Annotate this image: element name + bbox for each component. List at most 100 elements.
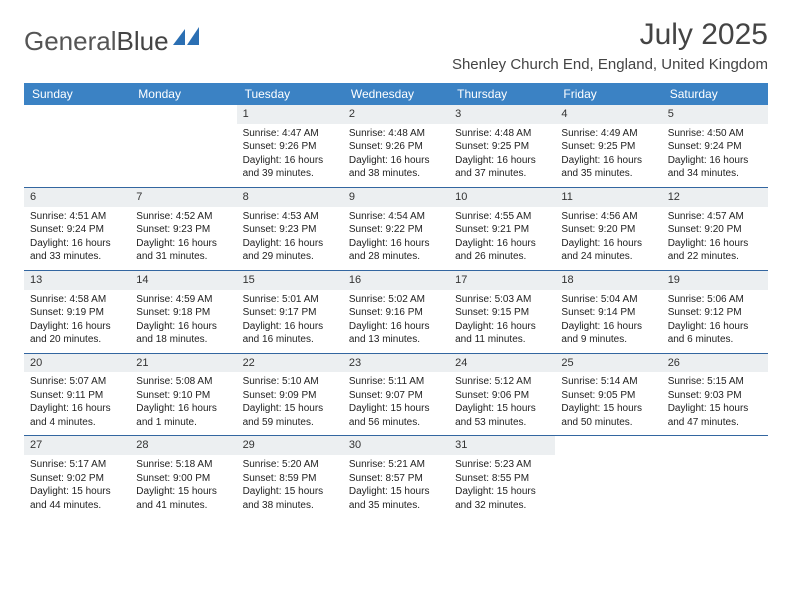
day-body [555, 440, 661, 449]
sunset-text: Sunset: 9:06 PM [455, 389, 549, 403]
daylight-text: Daylight: 15 hours and 41 minutes. [136, 485, 230, 512]
day-body: Sunrise: 4:47 AMSunset: 9:26 PMDaylight:… [237, 124, 343, 187]
calendar-day-cell: 27Sunrise: 5:17 AMSunset: 9:02 PMDayligh… [24, 436, 130, 518]
brand-sail-icon [173, 27, 199, 45]
daylight-text: Daylight: 16 hours and 11 minutes. [455, 320, 549, 347]
day-number: 29 [237, 436, 343, 455]
sunrise-text: Sunrise: 5:23 AM [455, 458, 549, 472]
title-block: July 2025 Shenley Church End, England, U… [452, 18, 768, 73]
calendar-day-cell: 11Sunrise: 4:56 AMSunset: 9:20 PMDayligh… [555, 188, 661, 270]
sunset-text: Sunset: 9:22 PM [349, 223, 443, 237]
sunset-text: Sunset: 9:18 PM [136, 306, 230, 320]
day-body: Sunrise: 5:21 AMSunset: 8:57 PMDaylight:… [343, 455, 449, 518]
day-body: Sunrise: 5:15 AMSunset: 9:03 PMDaylight:… [662, 372, 768, 435]
sunset-text: Sunset: 9:16 PM [349, 306, 443, 320]
calendar-day-cell: 17Sunrise: 5:03 AMSunset: 9:15 PMDayligh… [449, 271, 555, 353]
sunrise-text: Sunrise: 5:07 AM [30, 375, 124, 389]
daylight-text: Daylight: 16 hours and 4 minutes. [30, 402, 124, 429]
day-body [24, 109, 130, 118]
sunrise-text: Sunrise: 4:54 AM [349, 210, 443, 224]
calendar-day-cell [24, 105, 130, 187]
daylight-text: Daylight: 16 hours and 24 minutes. [561, 237, 655, 264]
calendar-day-cell: 30Sunrise: 5:21 AMSunset: 8:57 PMDayligh… [343, 436, 449, 518]
day-number: 6 [24, 188, 130, 207]
weekday-header: Tuesday [237, 83, 343, 105]
sunset-text: Sunset: 9:24 PM [30, 223, 124, 237]
sunset-text: Sunset: 9:09 PM [243, 389, 337, 403]
calendar-day-cell: 23Sunrise: 5:11 AMSunset: 9:07 PMDayligh… [343, 354, 449, 436]
sunrise-text: Sunrise: 4:48 AM [349, 127, 443, 141]
daylight-text: Daylight: 16 hours and 16 minutes. [243, 320, 337, 347]
daylight-text: Daylight: 16 hours and 26 minutes. [455, 237, 549, 264]
day-body: Sunrise: 5:02 AMSunset: 9:16 PMDaylight:… [343, 290, 449, 353]
calendar-day-cell: 26Sunrise: 5:15 AMSunset: 9:03 PMDayligh… [662, 354, 768, 436]
sunset-text: Sunset: 9:21 PM [455, 223, 549, 237]
sunrise-text: Sunrise: 4:52 AM [136, 210, 230, 224]
sunset-text: Sunset: 9:07 PM [349, 389, 443, 403]
day-number: 23 [343, 354, 449, 373]
day-body: Sunrise: 4:49 AMSunset: 9:25 PMDaylight:… [555, 124, 661, 187]
day-body [130, 109, 236, 118]
weekday-header: Wednesday [343, 83, 449, 105]
sunset-text: Sunset: 9:20 PM [668, 223, 762, 237]
day-number: 21 [130, 354, 236, 373]
day-body: Sunrise: 4:50 AMSunset: 9:24 PMDaylight:… [662, 124, 768, 187]
day-number: 11 [555, 188, 661, 207]
daylight-text: Daylight: 16 hours and 20 minutes. [30, 320, 124, 347]
calendar-day-cell: 4Sunrise: 4:49 AMSunset: 9:25 PMDaylight… [555, 105, 661, 187]
day-number: 27 [24, 436, 130, 455]
sunrise-text: Sunrise: 5:06 AM [668, 293, 762, 307]
calendar-week-row: 1Sunrise: 4:47 AMSunset: 9:26 PMDaylight… [24, 105, 768, 187]
day-number: 3 [449, 105, 555, 124]
sunrise-text: Sunrise: 4:50 AM [668, 127, 762, 141]
location-subtitle: Shenley Church End, England, United King… [452, 56, 768, 73]
daylight-text: Daylight: 16 hours and 9 minutes. [561, 320, 655, 347]
day-number: 22 [237, 354, 343, 373]
sunrise-text: Sunrise: 4:49 AM [561, 127, 655, 141]
day-body: Sunrise: 5:14 AMSunset: 9:05 PMDaylight:… [555, 372, 661, 435]
calendar-day-cell: 5Sunrise: 4:50 AMSunset: 9:24 PMDaylight… [662, 105, 768, 187]
sunset-text: Sunset: 9:17 PM [243, 306, 337, 320]
daylight-text: Daylight: 16 hours and 13 minutes. [349, 320, 443, 347]
day-number: 26 [662, 354, 768, 373]
calendar-day-cell: 16Sunrise: 5:02 AMSunset: 9:16 PMDayligh… [343, 271, 449, 353]
day-body [662, 440, 768, 449]
day-number: 28 [130, 436, 236, 455]
calendar-day-cell: 3Sunrise: 4:48 AMSunset: 9:25 PMDaylight… [449, 105, 555, 187]
sunrise-text: Sunrise: 5:08 AM [136, 375, 230, 389]
daylight-text: Daylight: 15 hours and 56 minutes. [349, 402, 443, 429]
calendar-day-cell: 29Sunrise: 5:20 AMSunset: 8:59 PMDayligh… [237, 436, 343, 518]
day-number: 19 [662, 271, 768, 290]
calendar-day-cell: 24Sunrise: 5:12 AMSunset: 9:06 PMDayligh… [449, 354, 555, 436]
daylight-text: Daylight: 15 hours and 50 minutes. [561, 402, 655, 429]
sunset-text: Sunset: 9:23 PM [136, 223, 230, 237]
calendar-day-cell: 8Sunrise: 4:53 AMSunset: 9:23 PMDaylight… [237, 188, 343, 270]
day-number: 1 [237, 105, 343, 124]
day-body: Sunrise: 5:07 AMSunset: 9:11 PMDaylight:… [24, 372, 130, 435]
day-number: 13 [24, 271, 130, 290]
day-number: 12 [662, 188, 768, 207]
daylight-text: Daylight: 16 hours and 6 minutes. [668, 320, 762, 347]
day-body: Sunrise: 4:55 AMSunset: 9:21 PMDaylight:… [449, 207, 555, 270]
sunrise-text: Sunrise: 5:01 AM [243, 293, 337, 307]
calendar-day-cell: 22Sunrise: 5:10 AMSunset: 9:09 PMDayligh… [237, 354, 343, 436]
day-body: Sunrise: 4:57 AMSunset: 9:20 PMDaylight:… [662, 207, 768, 270]
day-number: 20 [24, 354, 130, 373]
day-body: Sunrise: 5:03 AMSunset: 9:15 PMDaylight:… [449, 290, 555, 353]
sunrise-text: Sunrise: 5:02 AM [349, 293, 443, 307]
calendar-day-cell: 12Sunrise: 4:57 AMSunset: 9:20 PMDayligh… [662, 188, 768, 270]
day-body: Sunrise: 5:11 AMSunset: 9:07 PMDaylight:… [343, 372, 449, 435]
calendar-page: GeneralBlue July 2025 Shenley Church End… [0, 0, 792, 536]
calendar-week-row: 13Sunrise: 4:58 AMSunset: 9:19 PMDayligh… [24, 270, 768, 353]
daylight-text: Daylight: 16 hours and 34 minutes. [668, 154, 762, 181]
sunrise-text: Sunrise: 5:04 AM [561, 293, 655, 307]
day-body: Sunrise: 5:20 AMSunset: 8:59 PMDaylight:… [237, 455, 343, 518]
calendar-day-cell: 31Sunrise: 5:23 AMSunset: 8:55 PMDayligh… [449, 436, 555, 518]
day-body: Sunrise: 5:17 AMSunset: 9:02 PMDaylight:… [24, 455, 130, 518]
calendar-day-cell: 13Sunrise: 4:58 AMSunset: 9:19 PMDayligh… [24, 271, 130, 353]
daylight-text: Daylight: 15 hours and 38 minutes. [243, 485, 337, 512]
day-number: 4 [555, 105, 661, 124]
calendar-day-cell: 19Sunrise: 5:06 AMSunset: 9:12 PMDayligh… [662, 271, 768, 353]
sunset-text: Sunset: 8:55 PM [455, 472, 549, 486]
day-number: 9 [343, 188, 449, 207]
